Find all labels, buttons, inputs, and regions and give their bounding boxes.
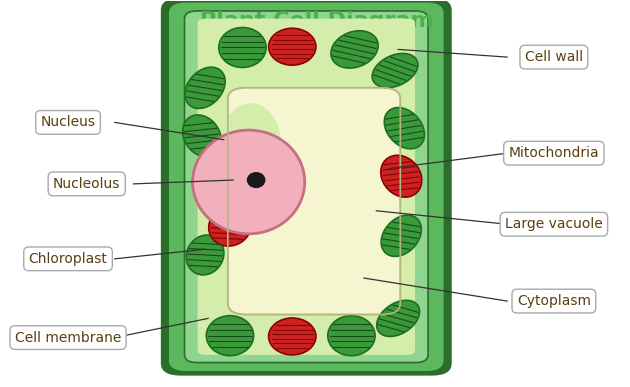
Ellipse shape xyxy=(186,235,224,275)
Ellipse shape xyxy=(331,31,378,68)
Ellipse shape xyxy=(185,67,225,108)
Ellipse shape xyxy=(219,27,266,67)
Ellipse shape xyxy=(372,53,418,88)
Text: Cell wall: Cell wall xyxy=(525,50,583,64)
FancyBboxPatch shape xyxy=(161,0,452,376)
Text: Chloroplast: Chloroplast xyxy=(28,252,108,266)
Ellipse shape xyxy=(381,215,421,257)
Ellipse shape xyxy=(206,316,254,356)
Text: Plant Cell Diagram: Plant Cell Diagram xyxy=(200,11,434,31)
Text: Cytoplasm: Cytoplasm xyxy=(517,294,591,308)
Ellipse shape xyxy=(377,300,420,336)
Ellipse shape xyxy=(268,318,316,355)
Ellipse shape xyxy=(328,316,375,356)
Text: Mitochondria: Mitochondria xyxy=(508,146,599,160)
Ellipse shape xyxy=(183,115,221,157)
Ellipse shape xyxy=(247,172,265,188)
Ellipse shape xyxy=(381,155,421,197)
Ellipse shape xyxy=(193,130,305,234)
FancyBboxPatch shape xyxy=(185,11,428,363)
FancyBboxPatch shape xyxy=(198,19,415,355)
Text: Nucleus: Nucleus xyxy=(40,115,96,129)
Text: Cell membrane: Cell membrane xyxy=(15,330,121,344)
Ellipse shape xyxy=(221,103,281,183)
FancyBboxPatch shape xyxy=(228,88,400,315)
Ellipse shape xyxy=(384,108,425,149)
Text: Large vacuole: Large vacuole xyxy=(505,217,603,231)
Text: Nucleolus: Nucleolus xyxy=(53,177,120,191)
Ellipse shape xyxy=(268,28,316,65)
Ellipse shape xyxy=(209,206,251,246)
FancyBboxPatch shape xyxy=(169,3,444,371)
